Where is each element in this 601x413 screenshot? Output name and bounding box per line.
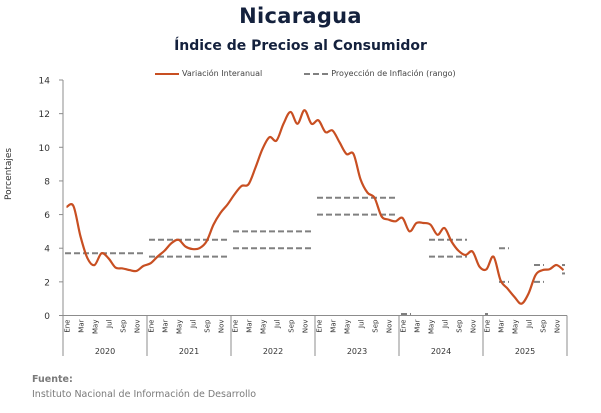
- month-tick-label: Mar: [414, 319, 422, 332]
- axes: 0 2 4 6 8 10 12 14 2020 Ene Mar May Jul Sep Nov 2021 Ene…: [39, 77, 568, 356]
- month-tick-label: Mar: [330, 319, 338, 332]
- month-tick-label: Mar: [78, 319, 86, 332]
- month-tick-label: May: [92, 320, 100, 334]
- year-label: 2025: [515, 347, 535, 356]
- y-tick-label: 6: [44, 211, 50, 221]
- year-label: 2020: [95, 347, 115, 356]
- year-label: 2023: [347, 347, 367, 356]
- projection-segments: [65, 196, 565, 315]
- month-tick-label: Sep: [456, 319, 464, 333]
- month-tick-label: Jul: [526, 319, 534, 329]
- month-tick-label: Nov: [218, 320, 226, 334]
- y-tick-label: 14: [39, 77, 51, 87]
- month-tick-label: Nov: [470, 320, 478, 334]
- month-tick-label: Mar: [246, 319, 254, 332]
- month-tick-label: Sep: [372, 319, 380, 333]
- y-tick-label: 10: [39, 144, 51, 154]
- chart-title: Nicaragua: [239, 4, 362, 28]
- month-tick-label: Ene: [484, 320, 492, 333]
- month-tick-label: Ene: [316, 320, 324, 333]
- month-tick-label: Ene: [232, 320, 240, 333]
- year-label: 2024: [431, 347, 451, 356]
- series-group: [65, 109, 565, 305]
- month-tick-label: Ene: [400, 320, 408, 333]
- month-tick-label: Nov: [386, 320, 394, 334]
- y-tick-label: 2: [44, 278, 50, 288]
- month-tick-label: Jul: [358, 319, 366, 329]
- year-label: 2021: [179, 347, 199, 356]
- month-tick-label: Jul: [106, 319, 114, 329]
- month-tick-label: May: [260, 320, 268, 334]
- month-tick-label: Mar: [498, 319, 506, 332]
- y-tick-label: 12: [39, 110, 50, 120]
- month-tick-label: Sep: [540, 319, 548, 333]
- month-tick-label: May: [428, 320, 436, 334]
- month-tick-label: Sep: [204, 319, 212, 333]
- source-text: Instituto Nacional de Información de Des…: [32, 389, 257, 400]
- month-tick-label: Nov: [302, 320, 310, 334]
- legend-item-variacion: Variación Interanual: [155, 69, 262, 78]
- month-tick-label: Ene: [148, 320, 156, 333]
- y-tick-label: 0: [44, 312, 50, 322]
- month-tick-label: Jul: [442, 319, 450, 329]
- month-tick-label: Sep: [288, 319, 296, 333]
- y-tick-label: 4: [44, 245, 50, 255]
- month-tick-label: Sep: [120, 319, 128, 333]
- month-tick-label: Ene: [64, 320, 72, 333]
- month-tick-label: Nov: [134, 320, 142, 334]
- legend: Variación Interanual Proyección de Infla…: [155, 69, 498, 78]
- month-tick-label: Jul: [274, 319, 282, 329]
- month-tick-label: Nov: [554, 320, 562, 334]
- y-tick-label: 8: [44, 177, 50, 187]
- month-tick-label: Jul: [190, 319, 198, 329]
- month-tick-label: May: [176, 320, 184, 334]
- month-tick-label: Mar: [162, 319, 170, 332]
- month-tick-label: May: [512, 320, 520, 334]
- legend-label-proyeccion: Proyección de Inflación (rango): [331, 69, 456, 78]
- source-label: Fuente:: [32, 374, 73, 385]
- legend-swatch-dash: [304, 72, 329, 75]
- year-label: 2022: [263, 347, 283, 356]
- legend-label-variacion: Variación Interanual: [182, 69, 263, 78]
- legend-swatch-line: [155, 72, 179, 75]
- month-tick-label: May: [344, 320, 352, 334]
- chart-subtitle: Índice de Precios al Consumidor: [174, 38, 427, 54]
- legend-item-proyeccion: Proyección de Inflación (rango): [304, 69, 456, 78]
- series-line-variacion-interanual: [65, 109, 565, 305]
